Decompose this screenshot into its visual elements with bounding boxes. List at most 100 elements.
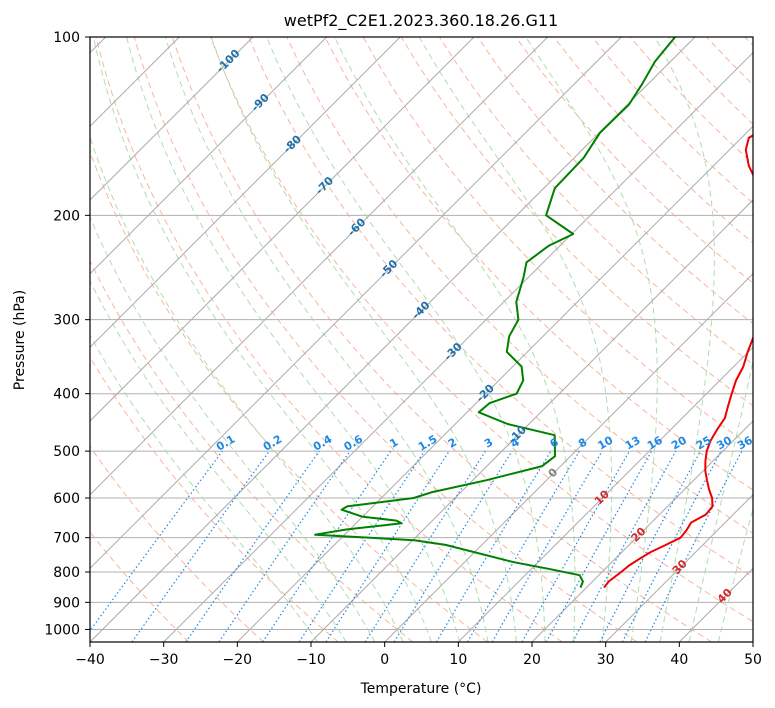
isotherm bbox=[384, 272, 753, 642]
dry-adiabat bbox=[90, 531, 190, 642]
dewpoint-profile-line bbox=[314, 37, 676, 588]
mixing-ratio-label: 16 bbox=[645, 433, 665, 452]
dry-adiabat bbox=[286, 37, 753, 534]
isotherm bbox=[90, 37, 401, 349]
x-tick-label: 0 bbox=[380, 652, 389, 668]
y-tick-label: 700 bbox=[53, 531, 80, 547]
moist-adiabat bbox=[717, 506, 753, 642]
mixing-ratio-line bbox=[262, 450, 392, 642]
mixing-ratio-label: 13 bbox=[623, 434, 643, 453]
mixing-ratio-line bbox=[393, 450, 513, 642]
isotherm bbox=[605, 493, 753, 642]
isotherm bbox=[236, 125, 753, 642]
isotherm bbox=[90, 37, 254, 201]
mixing-ratio-label: 20 bbox=[669, 433, 689, 452]
isotherm bbox=[531, 420, 753, 642]
dry-adiabat bbox=[248, 37, 753, 578]
x-axis-label: Temperature (°C) bbox=[360, 681, 482, 697]
isotherm bbox=[163, 51, 753, 642]
mixing-ratio-label: 0.1 bbox=[214, 433, 237, 454]
dry-adiabat bbox=[744, 37, 753, 47]
plot-frame bbox=[89, 36, 754, 643]
isotherm bbox=[90, 37, 328, 275]
mixing-ratio-label: 25 bbox=[694, 434, 714, 453]
mixing-ratio-label: 0.4 bbox=[311, 432, 335, 453]
moist-adiabat bbox=[90, 135, 404, 642]
moist-adiabat bbox=[266, 37, 546, 642]
isotherm-label: -90 bbox=[249, 91, 272, 114]
y-tick-label: 400 bbox=[53, 387, 80, 403]
isotherm bbox=[457, 346, 753, 642]
mixing-ratio-label: 1.5 bbox=[416, 433, 439, 454]
isotherm bbox=[90, 37, 549, 496]
isotherm bbox=[752, 641, 753, 642]
mixing-ratio-line bbox=[572, 450, 677, 642]
dry-adiabat bbox=[90, 445, 264, 642]
dry-adiabat bbox=[90, 259, 414, 642]
isotherm bbox=[310, 199, 753, 642]
mixing-ratio-line bbox=[521, 450, 631, 642]
mixing-ratio-label: 0.6 bbox=[342, 432, 366, 453]
dry-adiabat bbox=[591, 37, 753, 204]
dry-adiabat bbox=[171, 37, 712, 642]
chart-title: wetPf2_C2E1.2023.360.18.26.G11 bbox=[284, 11, 558, 31]
y-tick-label: 800 bbox=[53, 565, 80, 581]
mixing-ratio-line bbox=[90, 450, 223, 632]
y-axis-label: Pressure (hPa) bbox=[12, 290, 28, 390]
sounding-profiles bbox=[314, 37, 753, 589]
mixing-ratio-label: 6 bbox=[548, 435, 561, 450]
mixing-ratio-label: 0.2 bbox=[261, 433, 284, 454]
isotherm bbox=[678, 567, 753, 642]
isotherm bbox=[90, 37, 622, 570]
dry-adiabat bbox=[668, 37, 753, 125]
thermodynamic-lines bbox=[90, 37, 753, 642]
moist-adiabat bbox=[654, 37, 715, 642]
y-tick-label: 200 bbox=[53, 208, 80, 224]
mixing-ratio-label: 3 bbox=[482, 436, 495, 451]
mixing-ratio-line bbox=[218, 450, 351, 642]
x-tick-label: −20 bbox=[223, 652, 253, 668]
x-tick-label: 30 bbox=[597, 652, 615, 668]
moist-adiabat bbox=[164, 37, 489, 642]
dry-adiabat bbox=[706, 37, 753, 86]
x-tick-label: −40 bbox=[75, 652, 105, 668]
mixing-ratio-label: 1 bbox=[387, 436, 400, 451]
y-tick-label: 1000 bbox=[44, 622, 80, 638]
x-tick-label: 40 bbox=[670, 652, 688, 668]
dry-adiabat bbox=[477, 37, 753, 325]
x-tick-label: 50 bbox=[744, 652, 762, 668]
y-tick-label: 100 bbox=[53, 30, 80, 46]
mixing-ratio-line bbox=[185, 450, 320, 642]
mixing-ratio-label: 30 bbox=[714, 433, 734, 452]
isotherm bbox=[90, 37, 475, 422]
dry-adiabat bbox=[210, 37, 753, 623]
pressure-grid bbox=[90, 37, 753, 630]
mixing-ratio-line bbox=[545, 450, 653, 642]
x-tick-label: −10 bbox=[296, 652, 326, 668]
moist-adiabat bbox=[525, 37, 658, 642]
mixing-ratio-line bbox=[599, 450, 702, 642]
y-tick-label: 900 bbox=[53, 595, 80, 611]
x-tick-label: 20 bbox=[523, 652, 541, 668]
dry-adiabat bbox=[324, 37, 753, 491]
moist-adiabat bbox=[418, 37, 613, 642]
dry-adiabat bbox=[90, 356, 339, 642]
axis-ticks: −40 −30 −20 −10 0 10 20 30 40 50 1000 900 800 700 600 5… bbox=[44, 30, 762, 668]
moist-adiabat bbox=[688, 358, 753, 642]
dry-adiabat bbox=[95, 37, 563, 642]
mixing-ratio-line bbox=[298, 450, 425, 642]
moist-adiabat bbox=[92, 37, 432, 642]
mixing-ratio-line bbox=[131, 450, 270, 642]
dry-adiabat bbox=[515, 37, 753, 284]
x-tick-label: −30 bbox=[149, 652, 179, 668]
y-tick-label: 500 bbox=[53, 444, 80, 460]
dry-adiabat bbox=[133, 37, 638, 642]
x-tick-label: 10 bbox=[449, 652, 467, 668]
mixing-ratio-line bbox=[644, 450, 743, 642]
moist-adiabat bbox=[90, 334, 319, 642]
moist-adiabat bbox=[90, 279, 347, 642]
moist-adiabat bbox=[90, 215, 376, 642]
mixing-ratio-line bbox=[325, 450, 450, 642]
isotherm-label: -30 bbox=[442, 340, 465, 363]
